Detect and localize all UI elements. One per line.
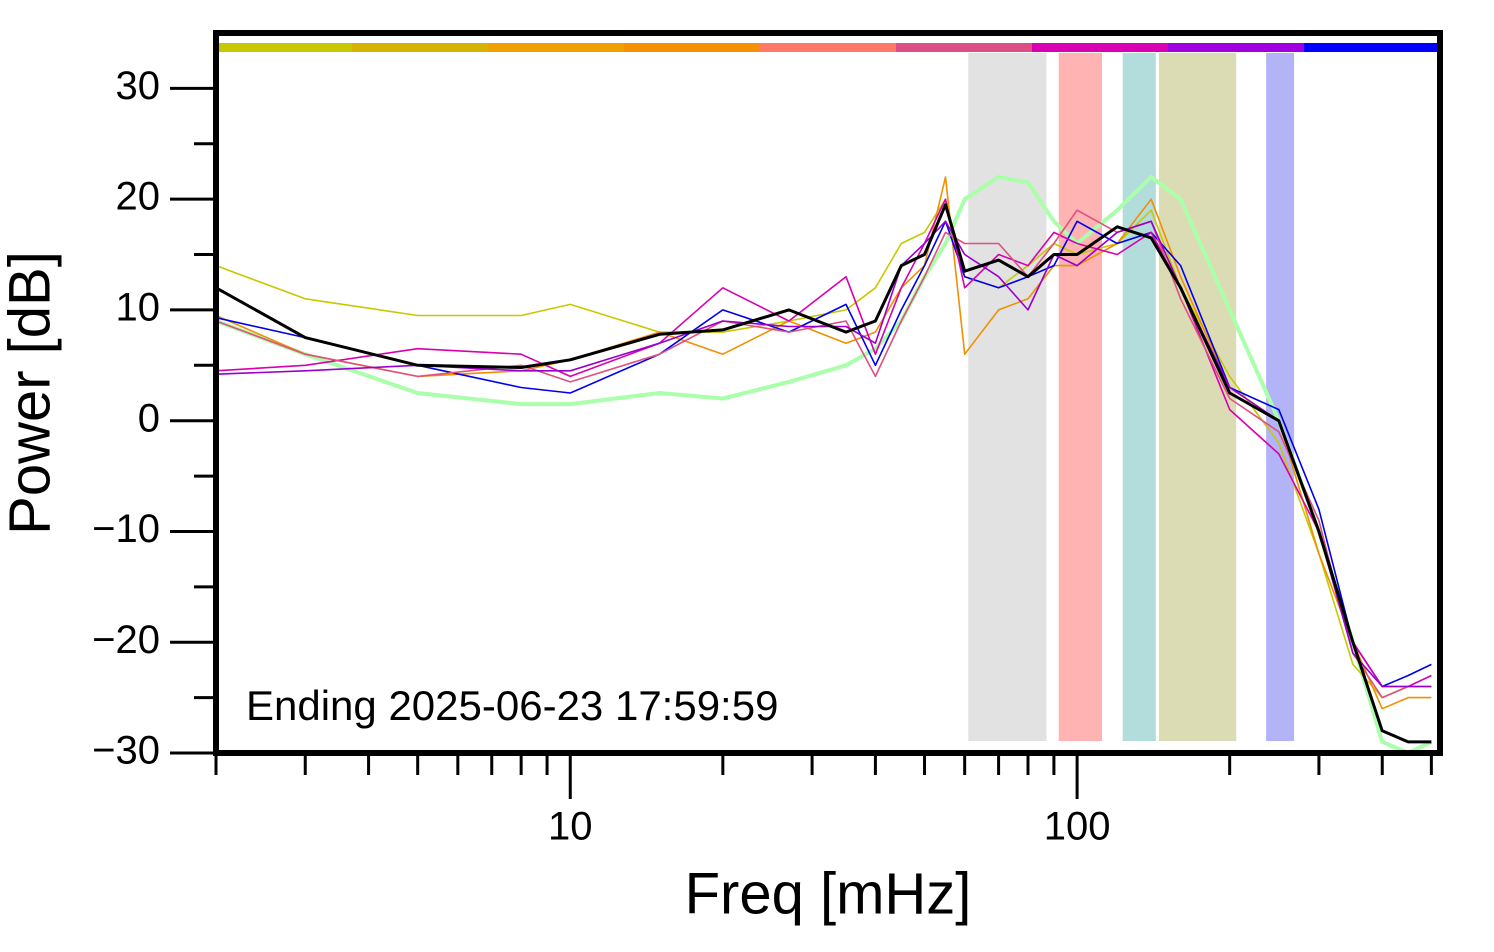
color-bar-segment [1304,43,1440,52]
band [1266,53,1295,741]
color-bar-segment [1168,43,1304,52]
plot-frame [213,30,1443,756]
x-tick-label: 10 [548,805,593,849]
series-line [215,175,1433,755]
series-line [215,203,1432,744]
series-line [215,198,1432,699]
color-bar-segment [488,43,624,52]
y-tick-label: −10 [92,507,160,551]
series-line [215,176,1432,710]
band [1058,53,1103,741]
y-tick-label: 30 [116,64,161,108]
color-bar-segment [624,43,760,52]
series-line [215,198,1432,688]
y-tick-label: −20 [92,618,160,662]
series-line [215,220,1432,688]
color-bar-segment [760,43,896,52]
y-tick-label: 10 [116,285,161,329]
y-axis-title: Power [dB] [0,251,62,535]
annotation: Ending 2025-06-23 17:59:59 [246,682,778,729]
y-tick-label: 0 [138,396,160,440]
x-axis-title: Freq [mHz] [685,861,972,926]
band [968,53,1047,741]
series-line [215,220,1432,688]
series-line [215,209,1432,699]
color-bar-segment [1032,43,1168,52]
band [1158,53,1237,741]
band [1122,53,1156,741]
y-tick-label: 20 [116,175,161,219]
color-bar-segment [896,43,1032,52]
y-tick-label: −30 [92,729,160,773]
color-bar-segment [216,43,352,52]
color-bar-segment [352,43,488,52]
x-tick-label: 100 [1044,805,1111,849]
